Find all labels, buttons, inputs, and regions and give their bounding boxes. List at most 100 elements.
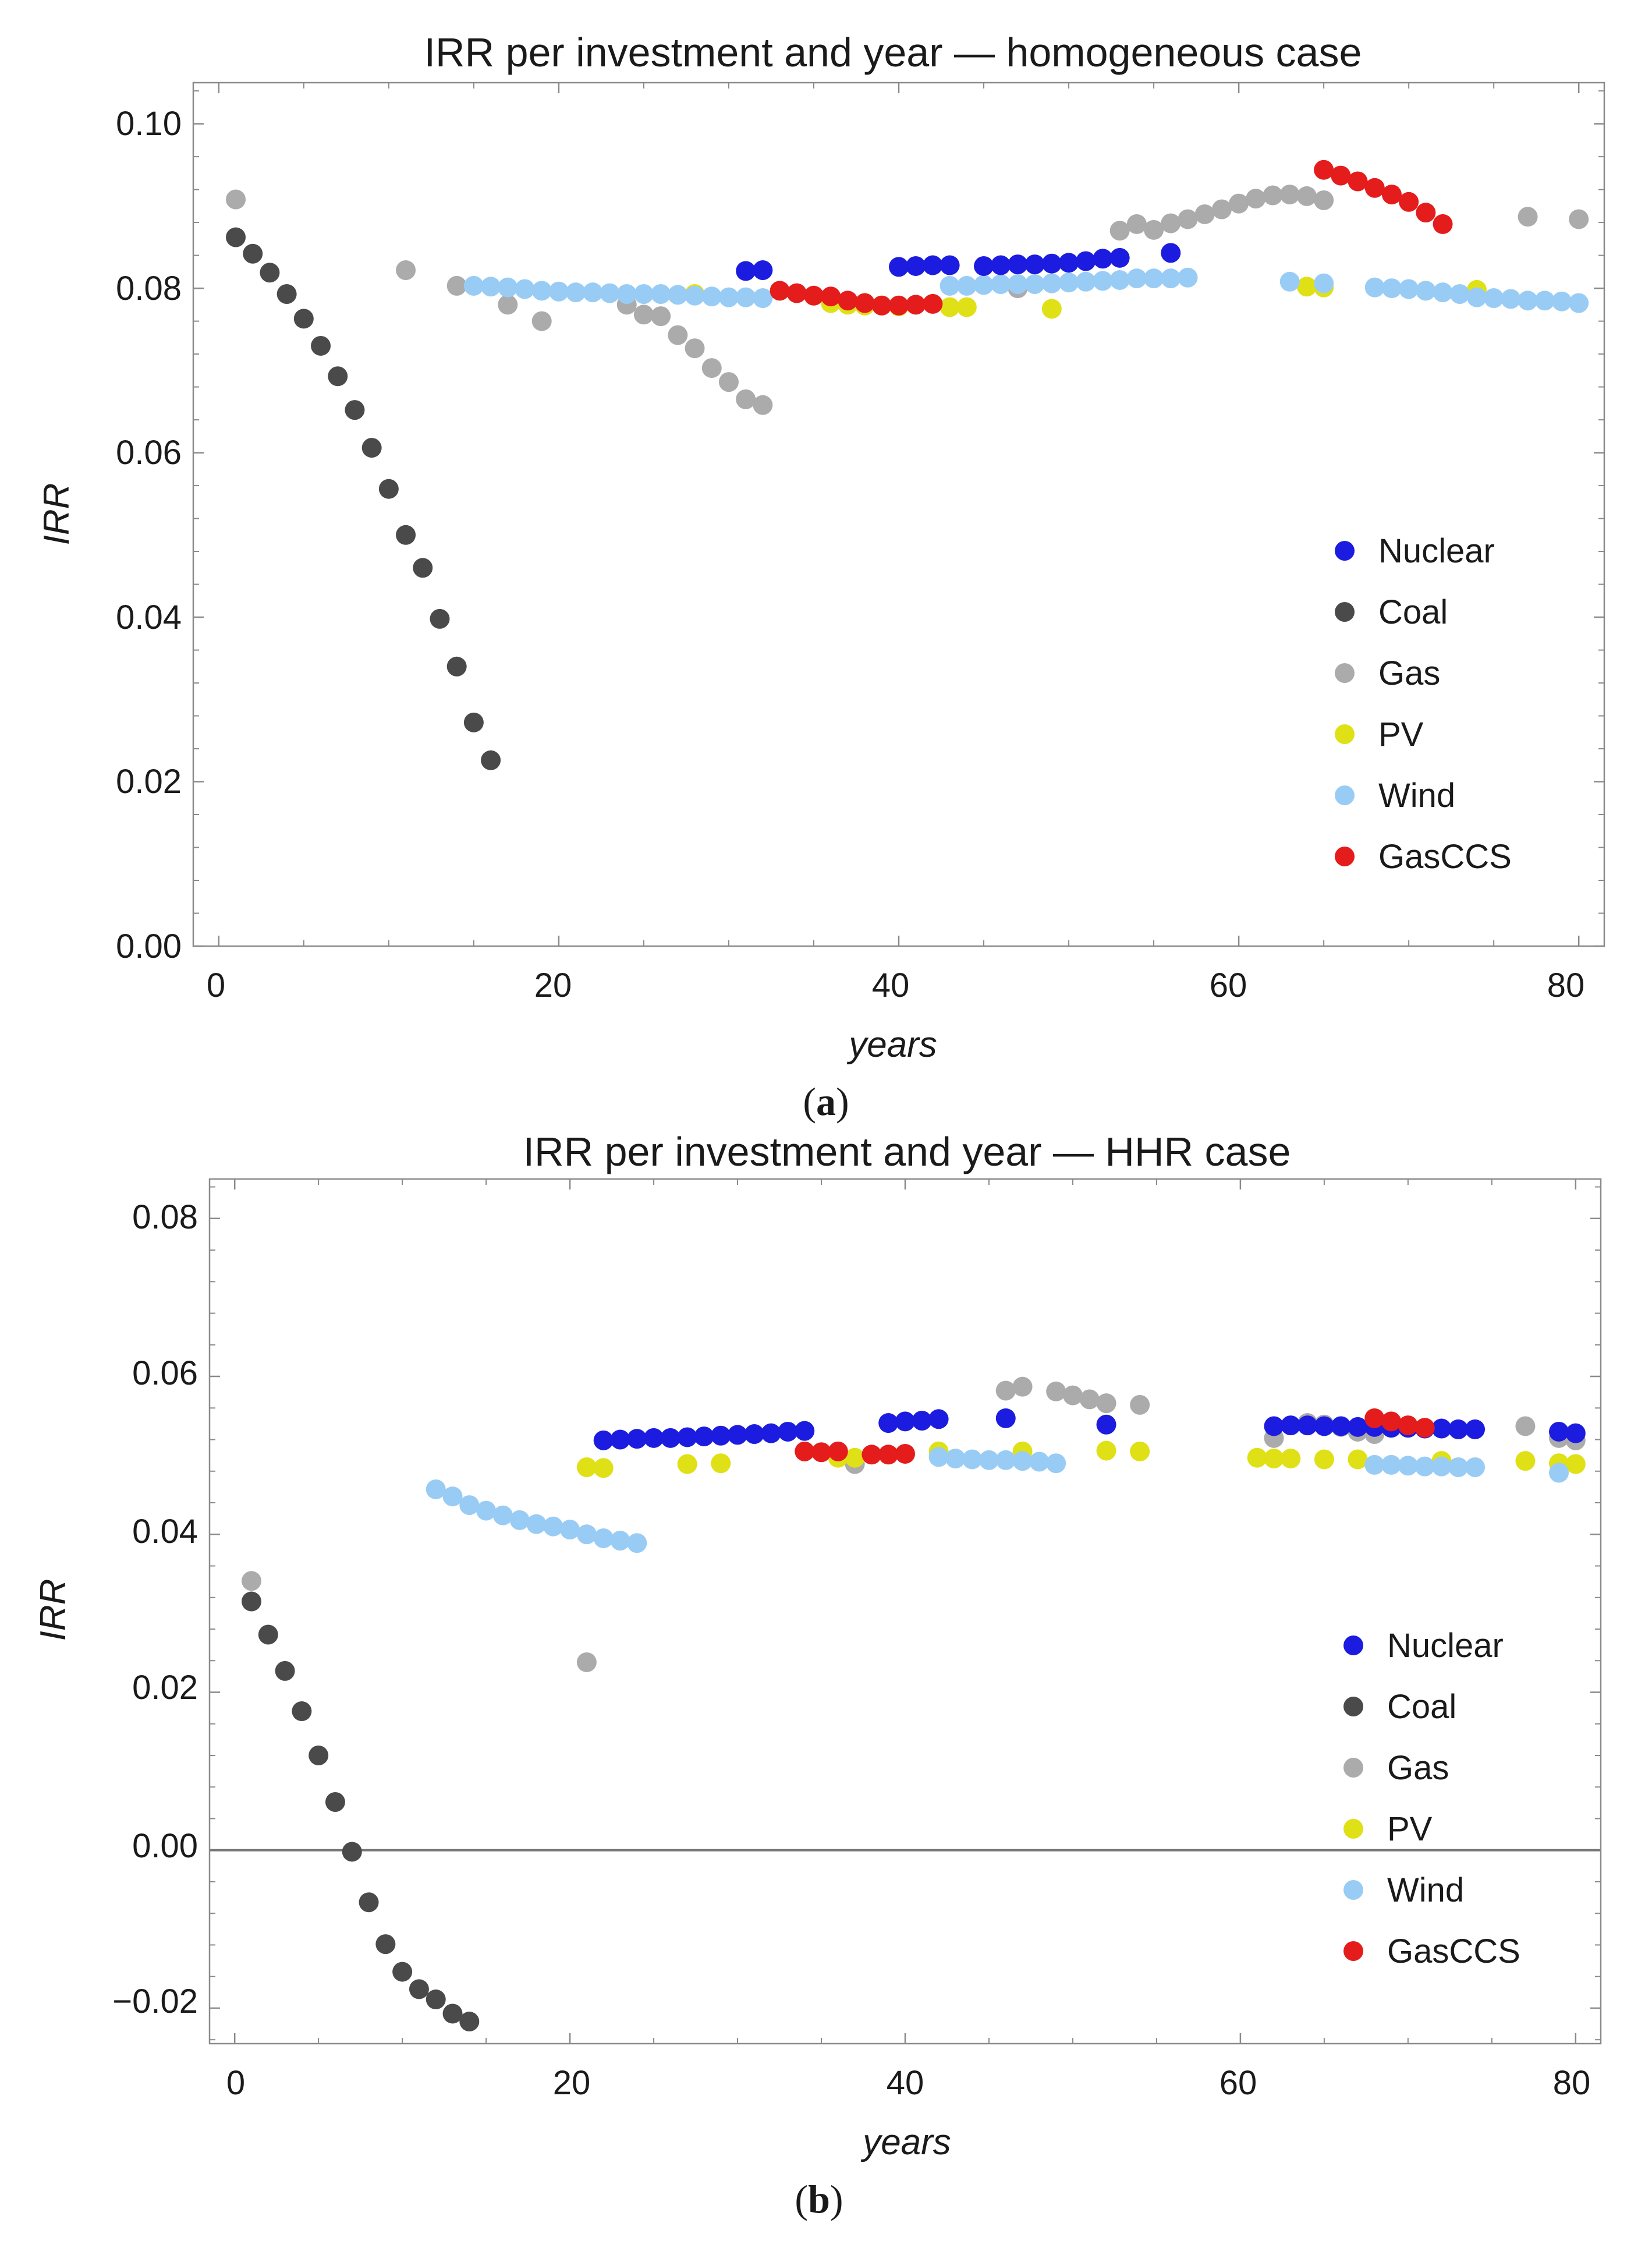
data-point-wind (1024, 274, 1045, 295)
data-point-gasccs (1415, 1418, 1435, 1438)
legend-marker-nuclear (1343, 1635, 1363, 1655)
data-point-wind (1093, 271, 1113, 291)
data-point-nuclear (923, 255, 943, 275)
data-point-nuclear (1431, 1418, 1452, 1439)
x-tick-label: 0 (226, 2064, 245, 2102)
data-point-gasccs (889, 295, 909, 316)
data-point-nuclear (940, 255, 960, 275)
data-point-gas (668, 325, 688, 345)
data-point-nuclear (644, 1428, 664, 1448)
data-point-pv (1041, 299, 1062, 319)
data-point-pv (1296, 277, 1317, 297)
legend: Nuclear Coal Gas PV Wind GasCCS (1335, 532, 1512, 876)
data-point-gas (753, 395, 773, 415)
data-point-coal (446, 656, 467, 677)
data-point-nuclear (1565, 1423, 1586, 1443)
data-point-nuclear (795, 1421, 815, 1441)
data-point-wind (1314, 273, 1334, 293)
legend-marker-coal (1343, 1697, 1363, 1716)
data-point-coal (396, 525, 416, 545)
data-point-gasccs (795, 1441, 815, 1461)
y-tick-label: 0.00 (116, 927, 182, 965)
data-point-pv (940, 297, 960, 317)
data-point-gasccs (1314, 160, 1334, 180)
data-point-wind (1279, 271, 1300, 292)
data-point-wind (463, 275, 484, 296)
data-point-pv (1130, 1441, 1150, 1461)
chart-title: IRR per investment and year — homogeneou… (424, 30, 1362, 75)
data-point-nuclear (1024, 254, 1045, 275)
data-point-coal (276, 284, 297, 304)
legend-label-coal: Coal (1387, 1688, 1456, 1726)
data-point-gas (651, 306, 671, 327)
data-point-wind (566, 282, 586, 303)
data-point-wind (593, 1528, 614, 1549)
data-point-gasccs (1348, 171, 1368, 192)
data-point-gasccs (770, 281, 790, 301)
data-point-gasccs (1364, 178, 1385, 198)
data-point-wind (974, 275, 994, 295)
data-point-wind (1416, 281, 1436, 301)
data-point-wind (616, 284, 637, 304)
data-point-gas (1161, 213, 1181, 233)
data-point-wind (1046, 1453, 1066, 1474)
data-point-nuclear (610, 1429, 630, 1450)
x-tick-labels: 0 20 40 60 80 (226, 2064, 1590, 2102)
data-point-wind (1433, 282, 1453, 303)
data-point-coal (325, 1792, 345, 1812)
data-point-nuclear (889, 257, 909, 277)
data-point-nuclear (1093, 249, 1113, 269)
data-point-wind (1449, 284, 1470, 304)
x-tick-label: 40 (872, 967, 910, 1004)
y-axis-label: IRR (33, 1579, 73, 1641)
data-point-wind (685, 285, 705, 306)
x-tick-label: 20 (534, 967, 572, 1004)
data-point-wind (610, 1531, 630, 1551)
data-point-coal (275, 1661, 295, 1681)
legend-marker-gasccs (1335, 847, 1355, 866)
data-point-gas (396, 260, 416, 281)
data-point-gasccs (803, 285, 824, 306)
legend: Nuclear Coal Gas PV Wind GasCCS (1343, 1627, 1520, 1970)
data-point-gas (1518, 207, 1538, 227)
data-point-wind (627, 1533, 647, 1553)
data-point-nuclear (694, 1426, 714, 1447)
data-point-nuclear (711, 1425, 731, 1446)
data-point-nuclear (1076, 251, 1096, 271)
data-point-gasccs (906, 295, 926, 315)
data-point-gas (1130, 1394, 1150, 1415)
data-point-coal (481, 750, 501, 770)
x-tick-label: 40 (887, 2064, 924, 2102)
data-point-wind (1501, 289, 1521, 309)
data-point-nuclear (1059, 253, 1079, 273)
data-point-nuclear (761, 1423, 781, 1443)
data-point-nuclear (1041, 253, 1062, 274)
data-point-wind (1534, 291, 1555, 311)
data-point-wind (1465, 1457, 1486, 1477)
data-point-wind (1551, 291, 1572, 311)
data-point-wind (718, 287, 739, 307)
data-point-pv (576, 1457, 597, 1477)
axes (210, 1179, 1601, 2044)
data-point-nuclear (1448, 1419, 1469, 1439)
y-axis-label: IRR (37, 483, 77, 546)
data-point-gasccs (828, 1441, 848, 1461)
data-point-gas (1569, 209, 1589, 229)
legend-marker-pv (1335, 724, 1355, 744)
data-point-nuclear (991, 255, 1011, 275)
data-point-gas (1062, 1385, 1083, 1406)
y-tick-label: −0.02 (112, 1983, 198, 2020)
x-axis-label: years (860, 2122, 951, 2162)
legend-label-gasccs: GasCCS (1387, 1932, 1520, 1970)
data-point-wind (1126, 268, 1147, 289)
panel-a-irr-homogeneous-case: IRR per investment and year — homogeneou… (37, 30, 1605, 1124)
x-tick-label: 60 (1210, 967, 1247, 1004)
data-point-coal (359, 1892, 379, 1913)
data-point-gas (685, 338, 705, 359)
data-point-wind (1161, 268, 1181, 289)
data-point-wind (962, 1449, 983, 1470)
y-tick-label: 0.06 (116, 434, 182, 472)
data-point-gas (1012, 1376, 1033, 1397)
x-tick-label: 80 (1553, 2064, 1591, 2102)
